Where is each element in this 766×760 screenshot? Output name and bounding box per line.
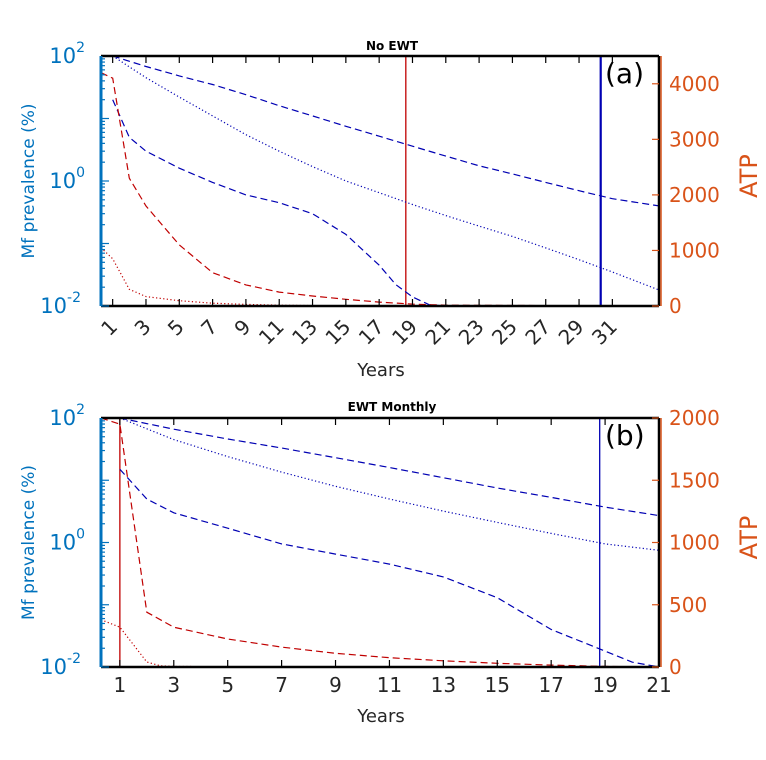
series-line-5 xyxy=(101,619,659,667)
y-axis-left-label: Mf prevalence (%) xyxy=(19,104,39,259)
y-left-tick-label: 100 xyxy=(49,165,85,193)
y-right-tick-label: 2000 xyxy=(669,183,720,207)
x-tick-label: 11 xyxy=(254,315,289,350)
x-tick-label: 11 xyxy=(377,673,402,697)
x-tick-label: 5 xyxy=(163,315,189,341)
tick-base: 10 xyxy=(49,44,76,68)
series-line-2 xyxy=(112,56,659,291)
tick-exponent: 0 xyxy=(76,527,85,543)
tick-exponent: 2 xyxy=(76,40,85,56)
y-right-tick-label: 0 xyxy=(669,294,682,318)
x-tick-label: 5 xyxy=(221,673,234,697)
plot-area xyxy=(101,418,659,667)
chart-title: No EWT xyxy=(366,39,419,53)
x-tick-label: 13 xyxy=(287,315,322,350)
tick-exponent: -2 xyxy=(67,290,81,306)
series-line-1 xyxy=(119,418,659,517)
x-tick-label: 1 xyxy=(96,315,122,341)
plot-area xyxy=(101,56,659,306)
tick-exponent: 0 xyxy=(76,165,85,181)
y-right-tick-label: 1000 xyxy=(669,238,720,262)
tick-exponent: -2 xyxy=(67,651,81,667)
x-tick-label: 3 xyxy=(167,673,180,697)
series-line-4 xyxy=(101,418,659,667)
x-tick-label: 29 xyxy=(554,315,589,350)
y-left-tick-label: 100 xyxy=(49,527,85,555)
y-right-tick-label: 2000 xyxy=(669,406,720,430)
x-tick-label: 19 xyxy=(387,315,422,350)
tick-base: 10 xyxy=(49,531,76,555)
x-tick-label: 15 xyxy=(320,315,355,350)
y-axis-left-label: Mf prevalence (%) xyxy=(19,465,39,620)
y-right-tick-label: 0 xyxy=(669,655,682,679)
y-left-tick-label: 102 xyxy=(49,40,85,68)
x-tick-label: 3 xyxy=(130,315,156,341)
y-left-tick-label: 10-2 xyxy=(40,290,81,318)
tick-base: 10 xyxy=(49,169,76,193)
tick-base: 10 xyxy=(49,406,76,430)
x-tick-label: 17 xyxy=(354,315,389,350)
x-tick-label: 9 xyxy=(329,673,342,697)
tick-base: 10 xyxy=(40,655,67,679)
series-line-4 xyxy=(101,72,659,306)
x-tick-label: 21 xyxy=(420,315,455,350)
x-tick-label: 19 xyxy=(592,673,617,697)
tick-base: 10 xyxy=(40,294,67,318)
y-left-tick-label: 10-2 xyxy=(40,651,81,679)
series-line-1 xyxy=(112,56,659,207)
x-tick-label: 7 xyxy=(275,673,288,697)
y-right-tick-label: 1500 xyxy=(669,468,720,492)
y-axis-right-label: ATP xyxy=(735,516,763,560)
x-tick-label: 25 xyxy=(487,315,522,350)
series-line-3 xyxy=(112,99,659,306)
x-axis-label: Years xyxy=(356,706,405,727)
y-left-tick-label: 102 xyxy=(49,402,85,430)
x-tick-label: 13 xyxy=(431,673,456,697)
panel-label: (b) xyxy=(605,419,645,452)
tick-exponent: 2 xyxy=(76,402,85,418)
y-right-tick-label: 1000 xyxy=(669,531,720,555)
x-tick-label: 1 xyxy=(114,673,127,697)
x-tick-label: 15 xyxy=(485,673,510,697)
x-tick-label: 31 xyxy=(587,315,622,350)
x-axis-label: Years xyxy=(356,360,405,381)
x-tick-label: 9 xyxy=(229,315,255,341)
x-tick-label: 21 xyxy=(646,673,671,697)
x-tick-label: 27 xyxy=(520,315,555,350)
chart-title: EWT Monthly xyxy=(348,400,437,414)
y-right-tick-label: 500 xyxy=(669,593,707,617)
y-right-tick-label: 3000 xyxy=(669,127,720,151)
y-axis-right-label: ATP xyxy=(735,154,763,198)
x-tick-label: 23 xyxy=(454,315,489,350)
x-tick-label: 7 xyxy=(196,315,222,341)
panel-label: (a) xyxy=(605,57,644,90)
series-line-5 xyxy=(101,247,659,306)
series-line-2 xyxy=(119,418,659,551)
x-tick-label: 17 xyxy=(538,673,563,697)
series-line-3 xyxy=(119,468,659,667)
y-right-tick-label: 4000 xyxy=(669,72,720,96)
